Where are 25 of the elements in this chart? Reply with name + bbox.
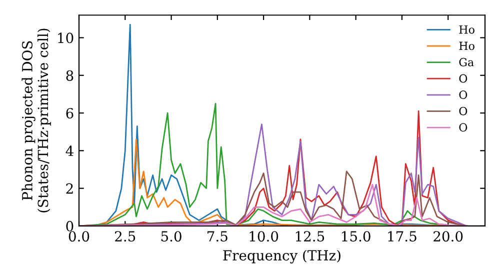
x-tick-label: 20.0 bbox=[434, 231, 463, 242]
legend-label: O bbox=[459, 90, 468, 99]
legend-label: O bbox=[459, 106, 468, 116]
legend-label: O bbox=[459, 74, 468, 83]
legend-label: Ho bbox=[459, 42, 474, 50]
legend-label: Ho bbox=[459, 25, 474, 34]
legend-label: Ga bbox=[459, 58, 474, 66]
x-tick-label: 2.5 bbox=[115, 231, 136, 242]
legend-label: O bbox=[459, 123, 468, 132]
y-tick-label: 6 bbox=[66, 108, 74, 118]
y-tick-label: 0 bbox=[66, 220, 74, 232]
y-tick-label: 8 bbox=[66, 70, 74, 81]
y-tick-label: 10 bbox=[58, 32, 74, 44]
y-tick-label: 2 bbox=[66, 183, 73, 194]
y-axis-title: Phonon projected DOS (States/THz·primitive cell) bbox=[22, 28, 51, 212]
x-tick-label: 15.0 bbox=[342, 231, 370, 242]
x-tick-label: 17.5 bbox=[388, 231, 416, 242]
x-tick-label: 12.5 bbox=[296, 231, 324, 242]
x-axis-title: Frequency (THz) bbox=[223, 250, 340, 264]
x-tick-label: 0.0 bbox=[68, 231, 90, 242]
x-tick-label: 7.5 bbox=[208, 231, 228, 242]
x-tick-label: 10.0 bbox=[250, 231, 278, 242]
line-series bbox=[79, 184, 468, 226]
y-tick-label: 4 bbox=[66, 146, 74, 156]
x-tick-label: 5.0 bbox=[161, 231, 182, 242]
